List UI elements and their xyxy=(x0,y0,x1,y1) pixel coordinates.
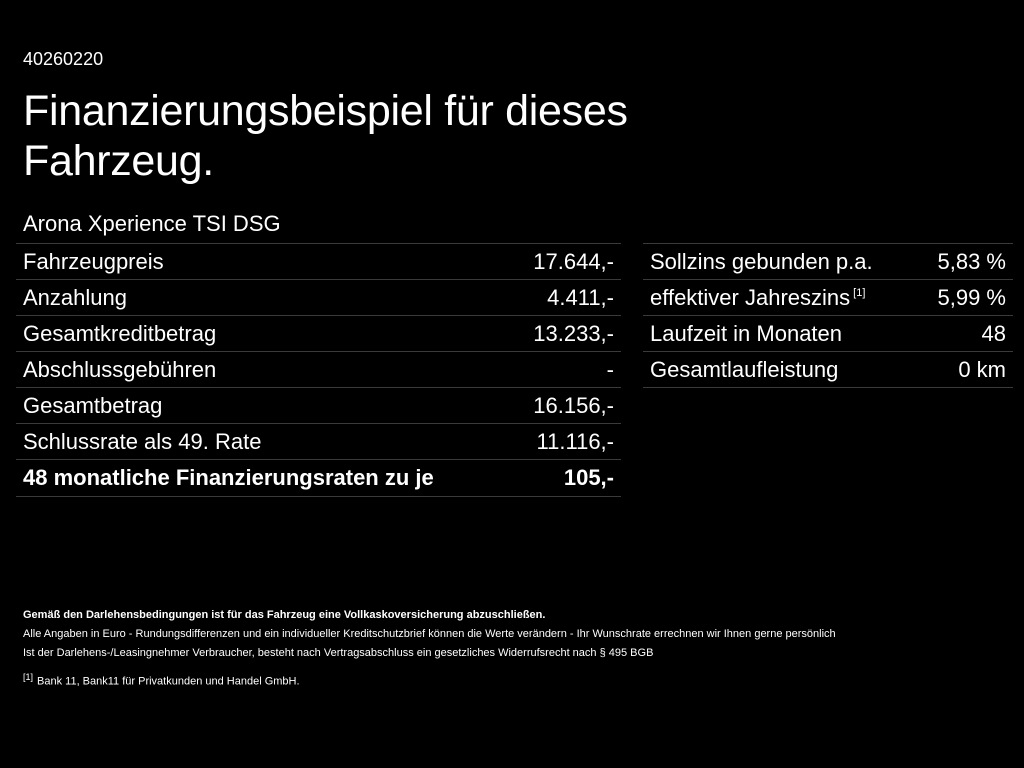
row-value: 5,99 % xyxy=(937,284,1007,310)
footnote-marker: [1] xyxy=(853,287,866,300)
info-line: Alle Angaben in Euro - Rundungsdifferenz… xyxy=(23,628,836,640)
table-row: Gesamtlaufleistung 0 km xyxy=(643,352,1013,388)
row-label-with-footnote: effektiver Jahreszins [1] xyxy=(650,285,865,311)
row-label: Schlussrate als 49. Rate xyxy=(23,428,262,454)
row-value: 13.233,- xyxy=(533,320,614,346)
table-row: Laufzeit in Monaten 48 xyxy=(643,316,1013,352)
row-label: Anzahlung xyxy=(23,284,127,310)
consumer-line: Ist der Darlehens-/Leasingnehmer Verbrau… xyxy=(23,647,654,659)
legal-footer: Gemäß den Darlehensbedingungen ist für d… xyxy=(23,606,1003,692)
reference-number: 40260220 xyxy=(23,49,104,69)
interest-table: Sollzins gebunden p.a. 5,83 % effektiver… xyxy=(643,243,1013,388)
row-label: Gesamtkreditbetrag xyxy=(23,320,217,346)
row-value: 11.116,- xyxy=(536,428,614,454)
table-row: Gesamtkreditbetrag 13.233,- xyxy=(16,316,621,352)
row-label: Gesamtlaufleistung xyxy=(650,356,839,382)
footnote: [1] Bank 11, Bank11 für Privatkunden und … xyxy=(23,668,1003,692)
row-value: 16.156,- xyxy=(533,392,614,418)
row-label: Laufzeit in Monaten xyxy=(650,320,843,346)
row-label: Fahrzeugpreis xyxy=(23,248,164,274)
table-row: Schlussrate als 49. Rate 11.116,- xyxy=(16,424,621,460)
page-title: Finanzierungsbeispiel für dieses Fahrzeu… xyxy=(23,87,628,185)
row-value: - xyxy=(606,356,614,382)
table-row: Gesamtbetrag 16.156,- xyxy=(16,388,621,424)
row-value: 17.644,- xyxy=(533,248,614,274)
row-value: 5,83 % xyxy=(937,248,1007,274)
row-label: Abschlussgebühren xyxy=(23,356,217,382)
footnote-text: Bank 11, Bank11 für Privatkunden und Han… xyxy=(37,675,300,688)
row-value: 0 km xyxy=(958,356,1006,382)
footnote-mark: [1] xyxy=(23,672,34,682)
table-row: Fahrzeugpreis 17.644,- xyxy=(16,244,621,280)
row-label: Sollzins gebunden p.a. xyxy=(650,248,873,274)
row-value: 48 xyxy=(981,320,1006,346)
row-label: 48 monatliche Finanzierungsraten zu je xyxy=(23,465,434,490)
table-row: Anzahlung 4.411,- xyxy=(16,280,621,316)
row-value: 105,- xyxy=(563,465,614,490)
table-row: Abschlussgebühren - xyxy=(16,352,621,388)
table-row: effektiver Jahreszins [1] 5,99 % xyxy=(643,280,1013,316)
row-label: effektiver Jahreszins xyxy=(650,284,851,310)
row-value: 4.411,- xyxy=(547,284,614,310)
row-label: Gesamtbetrag xyxy=(23,392,163,418)
financing-table: Fahrzeugpreis 17.644,- Anzahlung 4.411,-… xyxy=(16,243,621,497)
insurance-note: Gemäß den Darlehensbedingungen ist für d… xyxy=(23,609,546,621)
table-row: Sollzins gebunden p.a. 5,83 % xyxy=(643,244,1013,280)
monthly-rate-row: 48 monatliche Finanzierungsraten zu je 1… xyxy=(16,460,621,497)
vehicle-model: Arona Xperience TSI DSG xyxy=(23,211,281,236)
